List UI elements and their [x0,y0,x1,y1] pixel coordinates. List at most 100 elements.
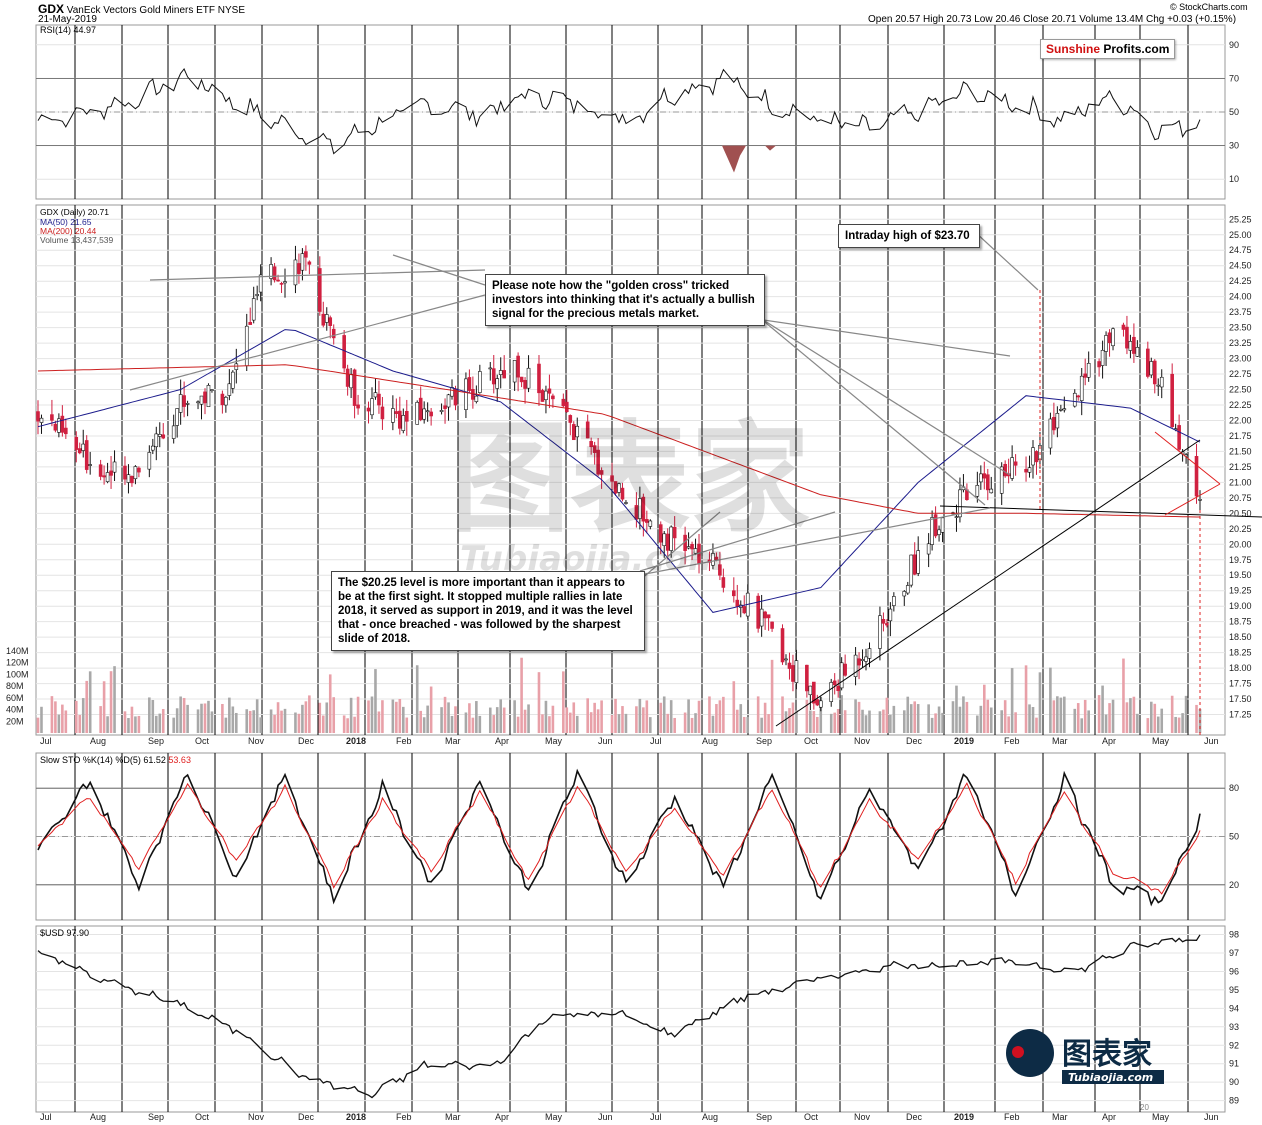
month-label: Jun [1204,736,1219,746]
volume-bar [297,713,301,733]
candle-body [638,498,642,519]
candle-body [464,378,468,410]
y-tick-label: 20.50 [1229,508,1252,518]
candle-body [137,467,141,473]
candle-body [1055,413,1060,429]
candle-body [157,434,162,437]
volume-bars [36,657,1202,733]
candle-body [645,519,649,523]
candle-body [1125,326,1129,349]
candle-body [272,266,277,281]
volume-bar [283,708,287,733]
candle-body [234,363,239,370]
candle-body [220,393,225,406]
volume-bar [624,713,628,733]
candle-body [1059,409,1063,411]
volume-bar [617,714,621,733]
candle-body [544,390,548,401]
volume-bar [979,705,983,733]
volume-bar [610,715,614,733]
volume-bar [443,696,447,733]
candle-body [342,335,346,369]
volume-bar [843,710,847,733]
candle-body [718,564,722,576]
candle-body [620,487,625,500]
month-label: Jul [40,736,52,746]
triangle-lower-line [1164,483,1221,516]
volume-bar [986,699,990,733]
volume-bar [64,710,68,733]
candle-body [105,472,110,482]
logo-chinese: 图表家 [1062,1037,1152,1072]
candle-body [759,608,764,627]
candle-body [613,481,618,494]
volume-bar [1003,700,1007,733]
volume-bar [1063,696,1066,733]
volume-bar [666,713,670,733]
candle-body [610,475,614,482]
volume-bar [151,699,155,733]
candle-body [1079,375,1084,401]
y-tick-label: 95 [1229,985,1239,995]
y-tick-label: 24.75 [1229,245,1252,255]
candle-body [836,685,840,692]
volume-bar [756,696,760,733]
candle-body [331,328,336,339]
golden-cross-note: Please note how the "golden cross" trick… [485,274,765,326]
month-label: Sep [148,1112,164,1122]
candle-body [958,489,962,518]
month-label: Aug [702,736,718,746]
volume-bar [1049,667,1052,733]
volume-bar [255,699,259,733]
candle-body [154,433,159,448]
candle-body [526,367,531,389]
candle-body [182,395,186,407]
candle-body [512,360,517,383]
month-label: Nov [854,736,871,746]
rsi-line [37,68,1201,155]
volume-bar [1080,718,1084,733]
golden-cross-pointer [749,317,1011,357]
candle-body [352,369,357,406]
y-tick-label: 22.50 [1229,385,1252,395]
volume-bar [690,717,694,733]
volume-bar [471,717,475,733]
y-tick-label: 96 [1229,966,1239,976]
candle-body [123,465,127,480]
volume-bar [78,715,82,733]
candle-body [954,516,959,518]
y-tick-label: 20 [1229,880,1239,890]
volume-bar [419,710,422,733]
volume-bar [927,704,930,733]
y-tick-label: 20.00 [1229,539,1252,549]
volume-bar [273,714,276,733]
golden-cross-pointer [392,254,486,286]
volume-bar [600,700,603,733]
volume-bar [207,700,210,733]
candle-body [474,395,479,402]
tubiaojia-logo: 图表家 Tubiaojia.com [1006,1029,1164,1084]
volume-bar [1129,698,1132,733]
volume-tick-label: 80M [6,681,24,691]
volume-bar [1087,710,1090,733]
candle-body [64,427,68,435]
volume-bar [537,672,541,733]
volume-bar [1111,699,1115,733]
y-tick-label: 70 [1229,73,1239,83]
volume-bar [492,715,496,733]
candle-body [1024,468,1028,473]
y-tick-label: 23.50 [1229,323,1252,333]
candle-body [210,389,214,391]
candle-body [1132,336,1136,354]
y-tick-label: 50 [1229,832,1239,842]
candle-body [1111,328,1115,347]
candle-body [1170,373,1174,428]
moving-averages [37,329,1201,613]
candle-body [488,367,493,370]
candle-body [251,298,256,321]
candle-body [1135,347,1140,357]
volume-bar [134,716,137,733]
volume-bar [328,674,332,733]
volume-bar [614,698,617,733]
candle-body [812,681,816,704]
